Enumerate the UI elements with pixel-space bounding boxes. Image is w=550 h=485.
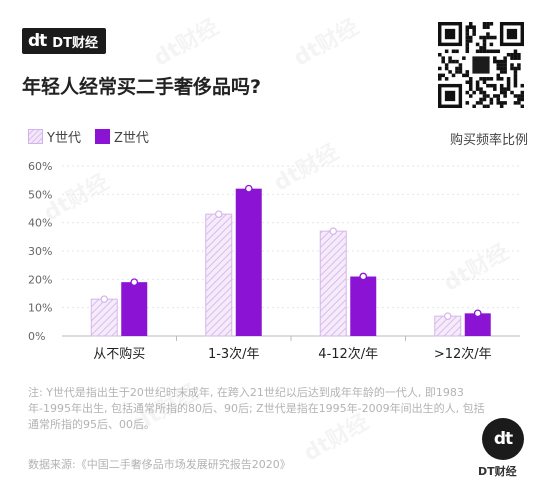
bar-value-marker [473,309,482,318]
x-tick-label: 4-12次/年 [318,346,378,362]
metric-label: 购买频率比例 [449,133,528,148]
y-tick-label: 0% [28,330,45,343]
legend-label-y: Y世代 [47,131,81,146]
y-tick-label: 60% [28,160,52,173]
brand-name: DT财经 [52,35,98,51]
chart-legend: Y世代 Z世代 [28,127,163,146]
data-source: 数据来源:《中国二手奢侈品市场发展研究报告2020》 [28,458,291,471]
x-tick-label: >12次/年 [434,346,492,362]
watermark: dt财经 [147,10,224,73]
y-tick-label: 20% [28,273,52,286]
bar-value-marker [100,295,109,304]
brand-logo: dt DT财经 [22,28,106,54]
bar-z-generation [121,282,148,336]
y-tick-label: 10% [28,302,52,315]
watermark: dt财经 [287,10,364,73]
bar-z-generation [235,188,262,336]
y-tick-label: 40% [28,217,52,230]
dt-logo-icon: dt [28,31,47,51]
badge-label: DT财经 [478,465,517,478]
bar-value-marker [329,227,338,236]
bar-y-generation [90,298,118,337]
legend-item-y: Y世代 [28,127,81,146]
bar-y-generation [205,213,233,337]
bar-y-generation [319,230,347,337]
bar-value-marker [214,210,223,219]
legend-swatch-z [94,129,110,144]
chart-title: 年轻人经常买二手奢侈品吗? [22,76,262,98]
bar-value-marker [359,272,368,281]
qr-code-icon [438,22,524,108]
dt-badge-icon: dt [482,418,524,460]
legend-label-z: Z世代 [113,131,149,146]
x-tick-label: 从不购买 [93,346,145,362]
y-tick-label: 30% [28,245,52,258]
bar-z-generation [350,276,377,336]
legend-item-z: Z世代 [94,127,149,146]
x-tick-label: 1-3次/年 [208,346,260,362]
bar-value-marker [130,278,139,287]
bar-z-generation [464,313,491,336]
bar-value-marker [244,184,253,193]
footnote: 注: Y世代是指出生于20世纪时末成年, 在跨入21世纪以后达到成年年龄的一代人… [28,386,485,431]
legend-swatch-y [28,129,43,144]
bar-value-marker [443,312,452,321]
y-tick-label: 50% [28,188,52,201]
bar-chart: 0% 10% 20% 30% 40% 50% 60% 从不购买 1-3次/年 4-12次/年 >12… [28,160,520,362]
